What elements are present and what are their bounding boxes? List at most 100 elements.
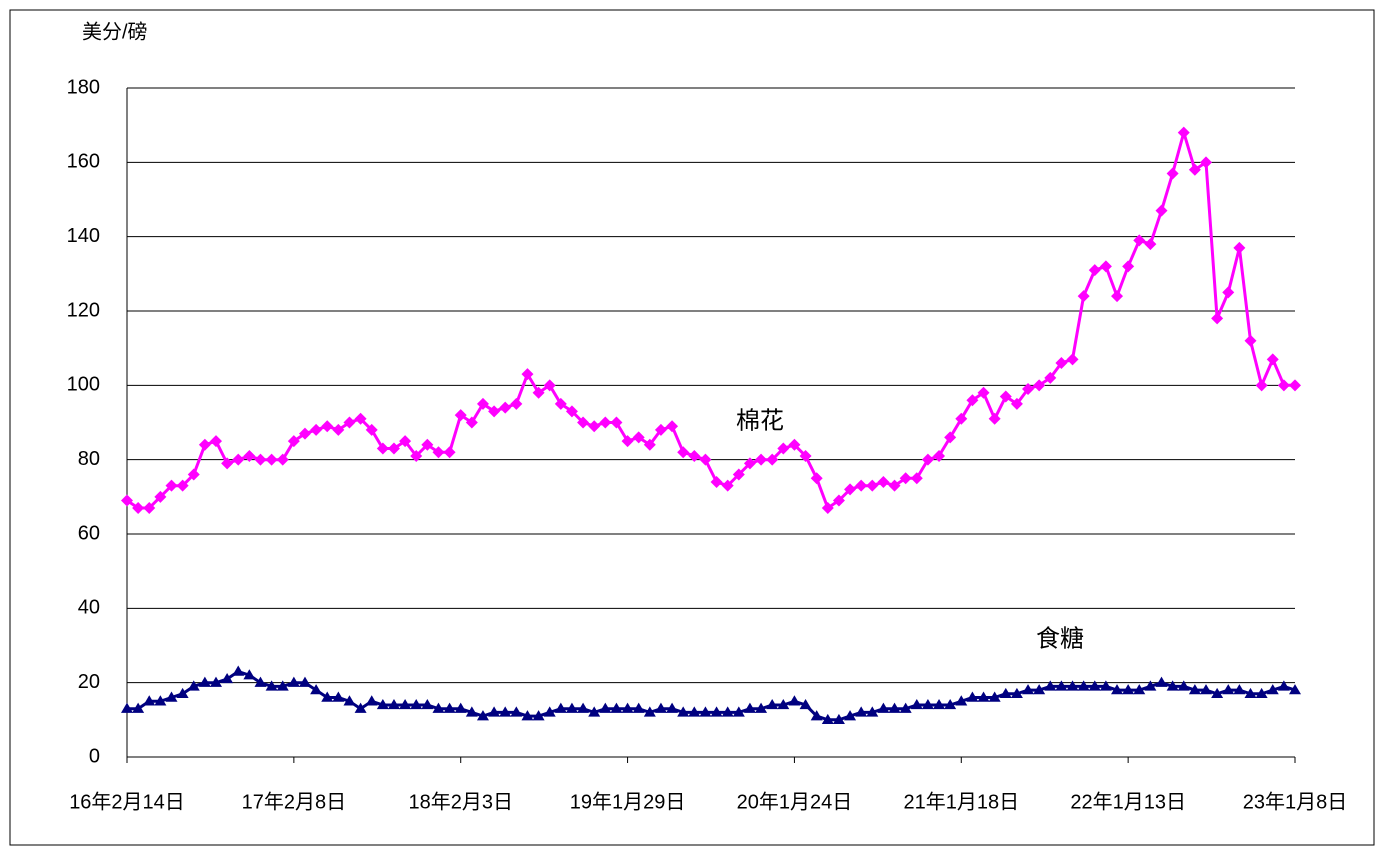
point-marker [677,706,690,717]
point-marker [1266,684,1279,695]
point-marker [1022,383,1035,396]
point-marker [443,702,456,713]
point-marker [354,412,367,425]
point-marker [1188,684,1201,695]
point-marker [1133,234,1146,247]
point-marker [1255,379,1268,392]
point-marker [354,702,367,713]
point-marker [121,702,133,713]
point-marker [365,695,378,706]
point-marker [821,713,834,725]
point-marker [499,706,512,717]
point-marker [1211,312,1224,325]
point-marker [1233,684,1246,695]
point-marker [554,397,567,410]
point-marker [1244,334,1257,347]
x-tick-label: 21年1月18日 [903,790,1019,813]
point-marker [1177,126,1190,139]
point-marker [799,698,812,710]
point-marker [966,394,979,407]
point-marker [577,416,590,429]
series-label: 棉花 [736,407,784,434]
point-marker [1166,680,1179,691]
point-marker [310,684,323,695]
point-marker [1044,680,1057,691]
y-tick-label: 180 [67,76,100,98]
point-marker [844,710,857,721]
point-marker [977,386,990,399]
point-marker [532,386,545,399]
point-marker [454,702,467,713]
point-marker [243,669,256,680]
point-marker [499,401,512,414]
point-marker [321,691,334,702]
point-marker [554,702,567,713]
point-marker [1122,260,1135,273]
x-tick-label: 20年1月24日 [737,790,853,813]
point-marker [1233,241,1246,254]
point-marker [298,676,311,687]
point-marker [510,706,523,717]
y-tick-label: 60 [78,522,100,544]
point-marker [1088,680,1101,691]
point-marker [855,706,868,717]
point-marker [933,449,946,462]
point-marker [899,472,912,485]
point-marker [710,706,723,717]
point-marker [476,710,489,721]
point-marker [1244,687,1257,699]
point-marker [276,453,289,466]
point-marker [688,706,701,717]
point-marker [187,680,200,691]
point-marker [721,706,734,717]
chart-border [9,9,1375,846]
point-marker [1155,204,1168,217]
point-marker [610,702,623,713]
x-tick-label: 22年1月13日 [1070,790,1186,813]
point-marker [755,702,768,713]
point-marker [899,702,912,713]
point-marker [588,420,601,433]
point-marker [521,710,534,721]
point-marker [1266,353,1279,366]
point-marker [732,468,745,481]
point-marker [532,710,545,721]
y-tick-label: 140 [67,225,100,247]
point-marker [332,691,345,702]
point-marker [276,680,289,691]
point-marker [543,706,556,717]
point-marker [143,501,156,514]
point-marker [677,446,690,459]
point-marker [432,446,445,459]
point-marker [610,416,623,429]
x-tick-label: 17年2月8日 [242,790,347,813]
point-marker [877,475,890,488]
point-marker [766,698,779,710]
point-marker [376,698,389,710]
point-marker [1111,290,1124,303]
point-marker [1188,163,1201,176]
point-marker [643,438,656,451]
point-marker [254,676,267,687]
point-marker [832,713,845,725]
point-marker [298,427,311,440]
point-marker [488,405,501,418]
point-marker [343,416,356,429]
point-marker [443,446,456,459]
point-marker [910,698,923,710]
point-marker [588,706,601,717]
point-marker [232,665,245,676]
point-marker [243,449,256,462]
point-marker [410,698,423,710]
point-marker [121,494,133,507]
point-marker [1066,353,1079,366]
point-marker [777,442,790,455]
point-marker [777,698,790,710]
point-marker [1222,684,1235,695]
point-marker [543,379,556,392]
point-marker [699,453,712,466]
point-marker [221,672,234,684]
point-marker [632,702,645,713]
point-marker [755,453,768,466]
point-marker [387,442,400,455]
